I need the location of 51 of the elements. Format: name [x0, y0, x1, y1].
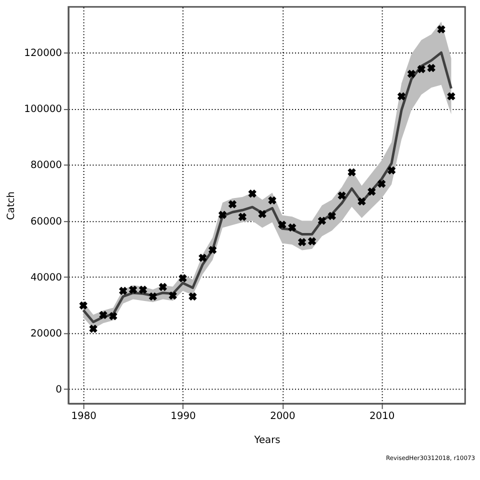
x-axis-title: Years [253, 434, 280, 446]
point [178, 274, 187, 282]
point [128, 286, 138, 294]
point [188, 292, 197, 301]
point [378, 180, 386, 188]
point [427, 64, 436, 72]
point [228, 200, 237, 208]
y-tick-label: 80000 [30, 160, 62, 172]
point [158, 282, 167, 292]
point [258, 210, 266, 218]
point [437, 25, 446, 34]
point [89, 324, 98, 333]
x-tick-label: 2000 [270, 410, 296, 422]
point [138, 286, 148, 294]
point [268, 196, 276, 204]
point [278, 220, 286, 229]
point [318, 216, 326, 225]
y-axis-title: Catch [6, 191, 18, 220]
point [148, 292, 158, 301]
point [109, 312, 118, 320]
point [397, 92, 406, 100]
point [208, 246, 217, 254]
point [168, 292, 177, 300]
point [288, 223, 296, 232]
point [368, 188, 376, 196]
y-tick-label: 100000 [24, 104, 62, 116]
x-tick-label: 2010 [369, 410, 395, 422]
x-tick-label: 1980 [71, 410, 96, 422]
point [79, 301, 88, 310]
y-tick-label: 40000 [30, 272, 62, 284]
y-tick-label: 120000 [24, 48, 62, 60]
point [328, 212, 336, 220]
point [308, 237, 316, 246]
point [387, 166, 396, 174]
point [348, 168, 356, 176]
point [298, 238, 306, 246]
point [407, 70, 416, 78]
point [248, 190, 256, 198]
point [119, 286, 128, 295]
point [358, 197, 366, 206]
point [447, 92, 456, 100]
point [417, 65, 426, 74]
y-tick-label: 20000 [30, 328, 62, 340]
y-tick-label: 0 [56, 384, 62, 396]
point [338, 191, 346, 200]
point [238, 212, 247, 221]
x-tick-label: 1990 [170, 410, 196, 422]
point [99, 310, 108, 320]
y-tick-label: 60000 [30, 216, 62, 228]
point [218, 210, 227, 220]
point [198, 254, 207, 262]
